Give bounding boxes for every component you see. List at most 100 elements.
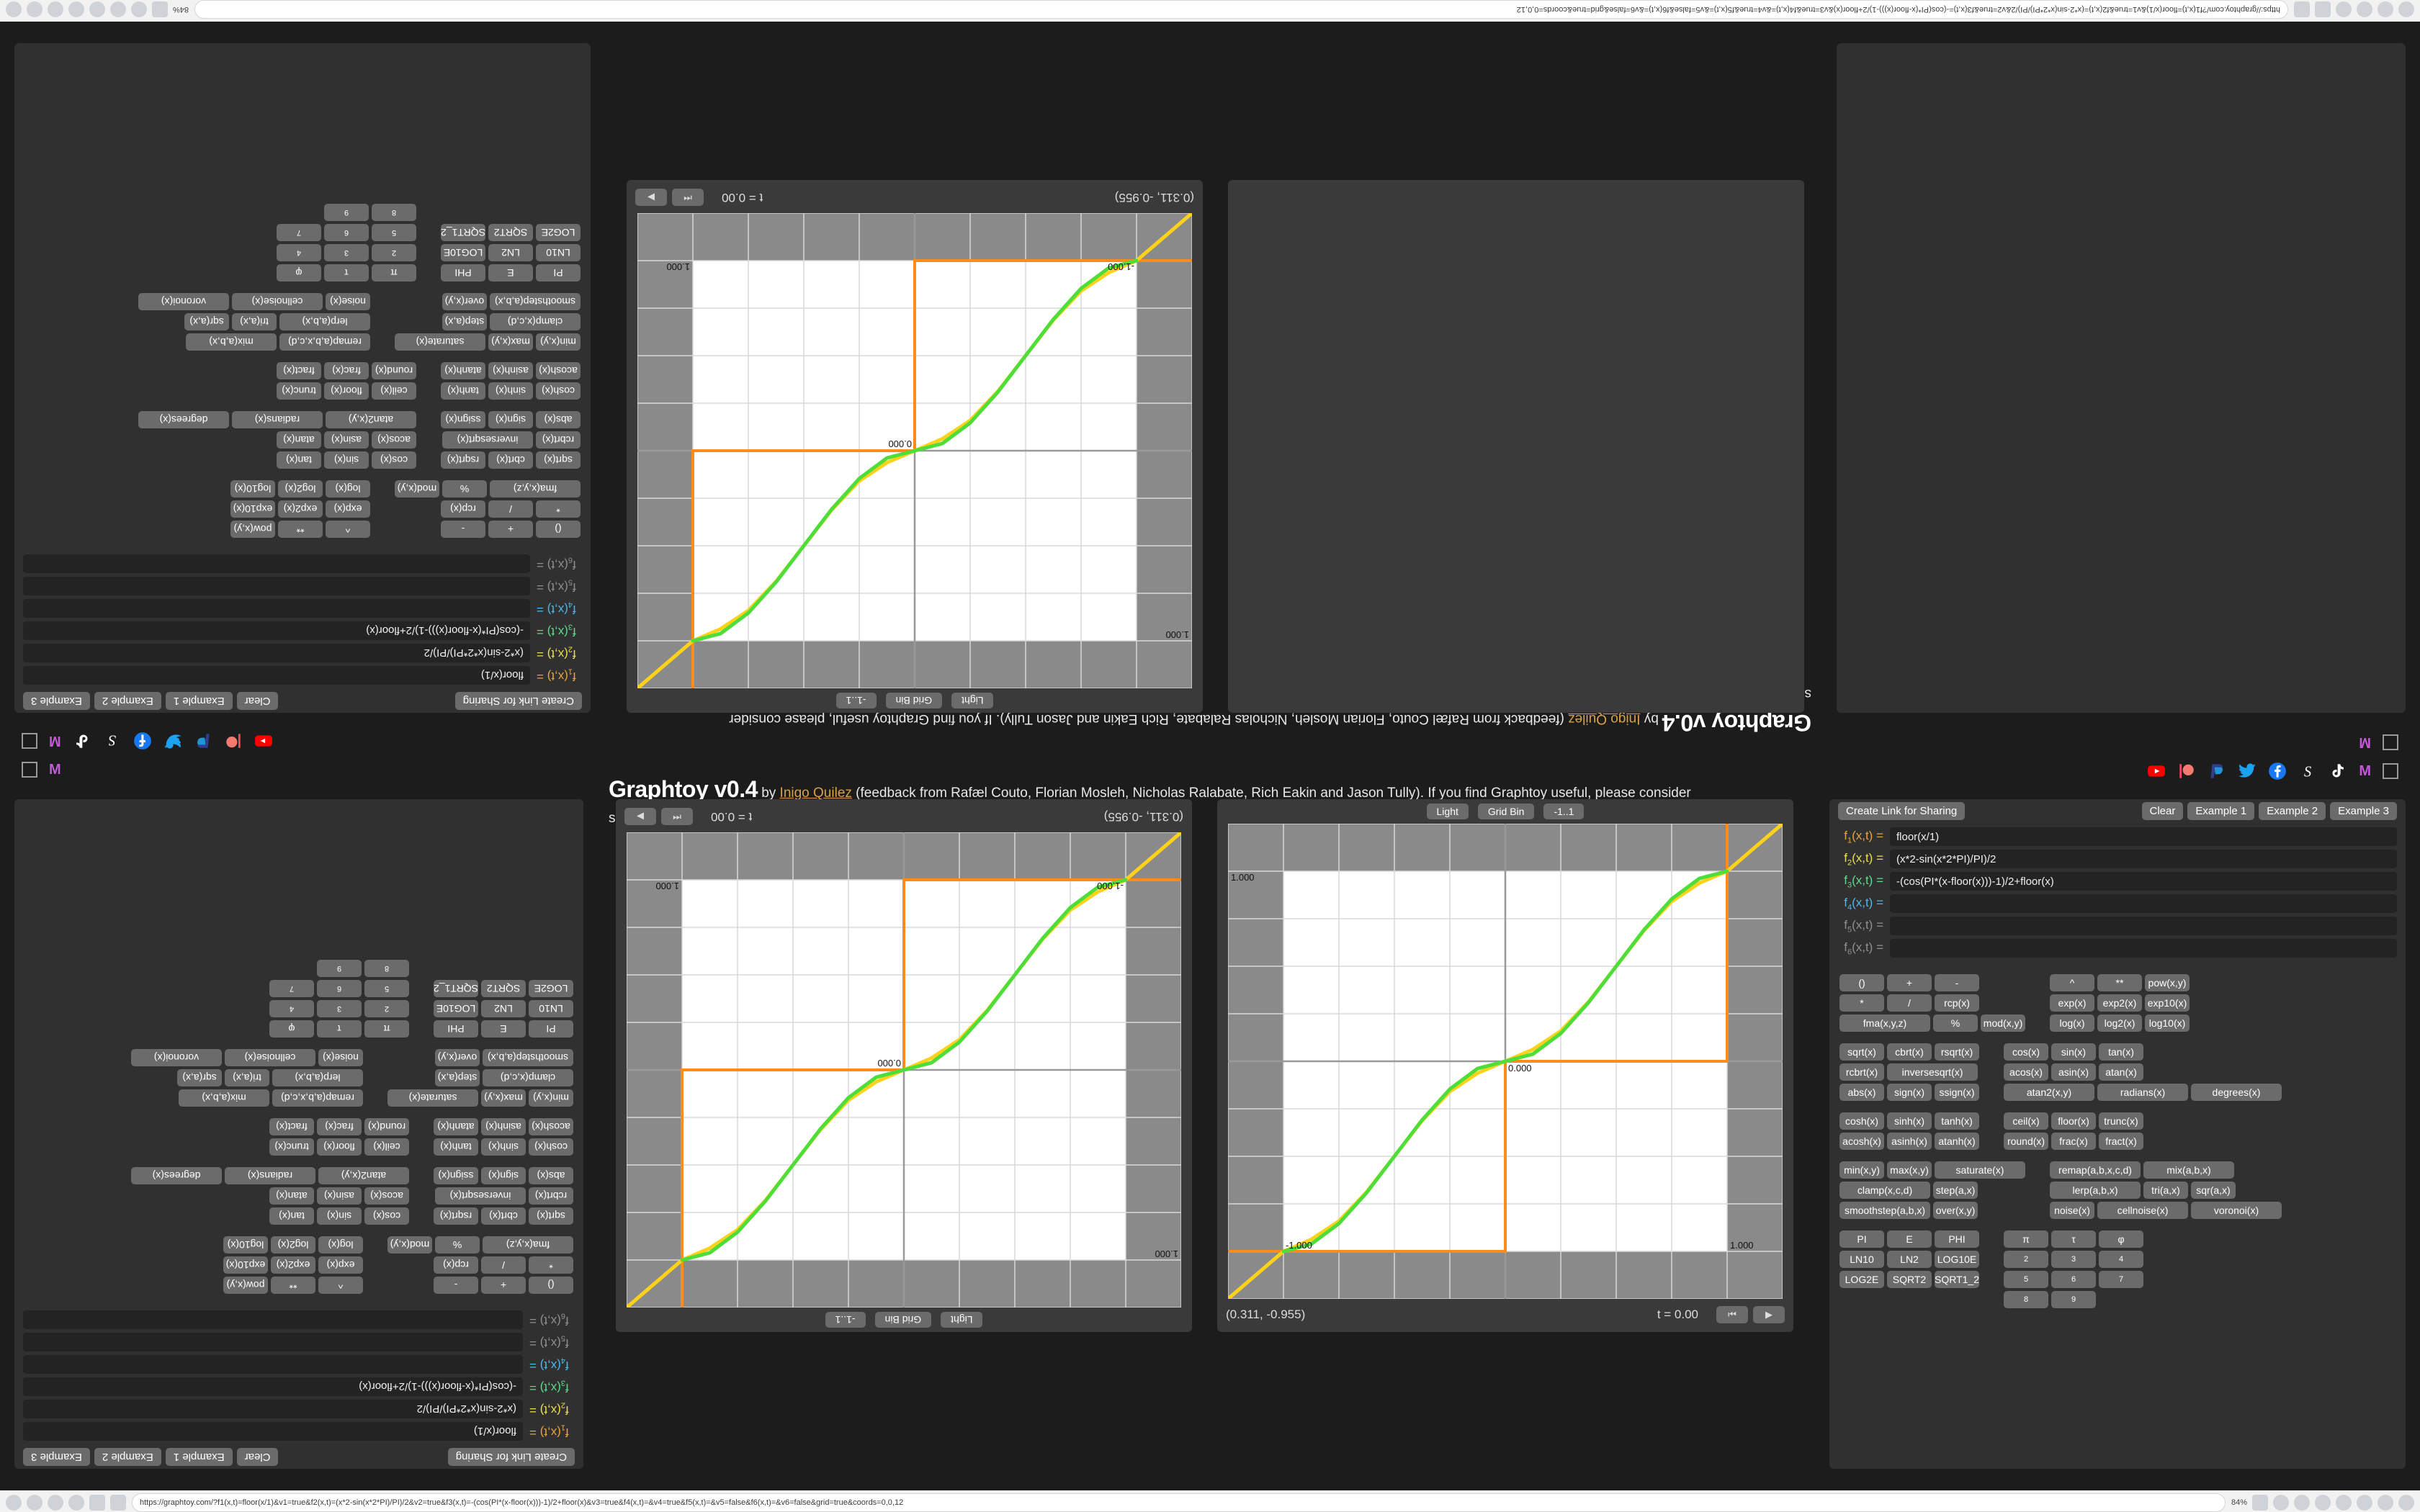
keypad-button-atanx[interactable]: atan(x): [2099, 1063, 2143, 1081]
forward-icon[interactable]: [27, 1495, 42, 1511]
browser-nav-icons[interactable]: [0, 1495, 132, 1511]
formula-row[interactable]: f6(x,t) =: [1838, 939, 2397, 958]
keypad-button-tanhx[interactable]: tanh(x): [1935, 1112, 1979, 1130]
account-icon[interactable]: [2336, 1495, 2352, 1511]
shadertoy-icon[interactable]: S: [2298, 762, 2317, 780]
keypad-button-7[interactable]: 7: [2099, 1271, 2143, 1288]
keypad-button-5[interactable]: 5: [2004, 1271, 2048, 1288]
graph-toolbar[interactable]: Light Grid Bin -1..1: [1217, 799, 1793, 824]
youtube-icon[interactable]: [2147, 762, 2166, 780]
keypad-button-coshx[interactable]: cosh(x): [1839, 1112, 1884, 1130]
keypad-button-ssignx[interactable]: ssign(x): [1935, 1084, 1979, 1101]
formula-input-f1[interactable]: [1890, 827, 2397, 846]
reader-mode-icon[interactable]: [2252, 1495, 2268, 1511]
keypad-button-phi[interactable]: PHI: [1935, 1230, 1979, 1248]
keypad-button-tanx[interactable]: tan(x): [2099, 1043, 2143, 1061]
keypad-button-ln2[interactable]: LN2: [1887, 1251, 1932, 1268]
keypad-button-mixabx[interactable]: mix(a,b,x): [2143, 1161, 2234, 1179]
keypad-button-acoshx[interactable]: acosh(x): [1839, 1133, 1884, 1150]
facebook-icon[interactable]: [2268, 762, 2287, 780]
keypad-button-roundx[interactable]: round(x): [2004, 1133, 2048, 1150]
keypad-button-rcpx[interactable]: rcp(x): [1935, 994, 1979, 1012]
keypad-button-cbrtx[interactable]: cbrt(x): [1887, 1043, 1932, 1061]
keypad-button-truncx[interactable]: trunc(x): [2099, 1112, 2143, 1130]
example-1-button[interactable]: Example 1: [2187, 802, 2255, 820]
keypad-button-fmaxyz[interactable]: fma(x,y,z): [1839, 1014, 1930, 1032]
tiktok-icon[interactable]: [2329, 762, 2347, 780]
keypad-button-[interactable]: -: [1935, 974, 1979, 991]
author-link[interactable]: Inigo Quilez: [779, 786, 852, 801]
keypad-button-log10e[interactable]: LOG10E: [1935, 1251, 1979, 1268]
keypad-button-triax[interactable]: tri(a,x): [2143, 1182, 2188, 1199]
keypad-button-overxy[interactable]: over(x,y): [1933, 1202, 1978, 1219]
keypad-button-pi[interactable]: PI: [1839, 1230, 1884, 1248]
keypad-button-voronoix[interactable]: voronoi(x): [2191, 1202, 2282, 1219]
keypad-button-[interactable]: φ: [2099, 1230, 2143, 1248]
keypad-button-sinhx[interactable]: sinh(x): [1887, 1112, 1932, 1130]
keypad-button-[interactable]: (): [1839, 974, 1884, 991]
keypad-button-[interactable]: **: [2097, 974, 2142, 991]
keypad-button-[interactable]: ^: [2050, 974, 2094, 991]
grid-toggle-button[interactable]: Grid Bin: [1477, 804, 1535, 819]
keypad-button-maxxy[interactable]: max(x,y): [1887, 1161, 1932, 1179]
keypad-button-[interactable]: %: [1933, 1014, 1978, 1032]
keypad-button-sqrtx[interactable]: sqrt(x): [1839, 1043, 1884, 1061]
bookmark-star-icon[interactable]: [2273, 1495, 2289, 1511]
keypad-button-log2x[interactable]: log2(x): [2097, 1014, 2142, 1032]
zoom-level[interactable]: 84%: [2231, 1498, 2247, 1507]
function-keypad[interactable]: () + - * / rcp(x) fma(x,y,z)% mod(x,y) ^ ** pow(x,…: [1829, 968, 2406, 1323]
home-icon[interactable]: [68, 1495, 84, 1511]
keypad-button-noisex[interactable]: noise(x): [2050, 1202, 2094, 1219]
keypad-button-sqrt2[interactable]: SQRT2: [1887, 1271, 1932, 1288]
keypad-button-sinx[interactable]: sin(x): [2051, 1043, 2096, 1061]
keypad-button-sqrt12[interactable]: SQRT1_2: [1935, 1271, 1979, 1288]
keypad-button-8[interactable]: 8: [2004, 1291, 2048, 1308]
keypad-button-cosx[interactable]: cos(x): [2004, 1043, 2048, 1061]
range-button[interactable]: -1..1: [1543, 804, 1585, 819]
keypad-button-atan2xy[interactable]: atan2(x,y): [2004, 1084, 2094, 1101]
graph-panel[interactable]: Light Grid Bin -1..1 1.000 0.000 -1.000 1.0…: [616, 799, 1192, 1332]
keypad-button-e[interactable]: E: [1887, 1230, 1932, 1248]
formula-panel[interactable]: Create Link for Sharing Clear Example 1 …: [1829, 799, 2406, 1469]
browser-action-icons[interactable]: 84%: [2226, 1495, 2420, 1511]
formula-input-f4[interactable]: [1890, 894, 2397, 913]
downloads-icon[interactable]: [2294, 1495, 2310, 1511]
formula-row[interactable]: f2(x,t) =: [1838, 850, 2397, 868]
social-links-left[interactable]: M: [22, 762, 61, 778]
formula-row[interactable]: f1(x,t) =: [1838, 827, 2397, 846]
keypad-button-ln10[interactable]: LN10: [1839, 1251, 1884, 1268]
keypad-button-absx[interactable]: abs(x): [1839, 1084, 1884, 1101]
keypad-button-modxy[interactable]: mod(x,y): [1981, 1014, 2025, 1032]
social-links-right[interactable]: S M: [2147, 762, 2398, 780]
keypad-button-[interactable]: τ: [2051, 1230, 2096, 1248]
keypad-button-[interactable]: /: [1887, 994, 1932, 1012]
clear-button[interactable]: Clear: [2141, 802, 2184, 820]
graphtoy-page-region[interactable]: M S M Graphtoy v0.4 by Inigo Quilez (fee…: [0, 0, 2420, 756]
back-icon[interactable]: [6, 1495, 22, 1511]
formula-input-f3[interactable]: [1890, 872, 2397, 891]
create-link-button[interactable]: Create Link for Sharing: [1838, 802, 1966, 820]
keypad-button-signx[interactable]: sign(x): [1887, 1084, 1932, 1101]
rewind-to-start-icon[interactable]: ⏮: [1716, 1306, 1748, 1323]
address-bar[interactable]: https://graphtoy.com/?f1(x,t)=floor(x/1)…: [132, 1493, 2226, 1512]
keypad-button-expx[interactable]: exp(x): [2050, 994, 2094, 1012]
mastodon-icon[interactable]: M: [2359, 763, 2371, 779]
play-icon[interactable]: ▶: [1753, 1306, 1785, 1323]
trash-icon[interactable]: [2378, 1495, 2393, 1511]
keypad-button-log2e[interactable]: LOG2E: [1839, 1271, 1884, 1288]
keypad-button-saturatex[interactable]: saturate(x): [1935, 1161, 2025, 1179]
keypad-button-floorx[interactable]: floor(x): [2051, 1112, 2096, 1130]
keypad-button-clampxcd[interactable]: clamp(x,c,d): [1839, 1182, 1930, 1199]
mastodon-icon[interactable]: M: [49, 762, 61, 778]
example-2-button[interactable]: Example 2: [2259, 802, 2326, 820]
keypad-button-9[interactable]: 9: [2051, 1291, 2096, 1308]
browser-toolbar[interactable]: https://graphtoy.com/?f1(x,t)=floor(x/1)…: [0, 1490, 2420, 1512]
lock-icon[interactable]: [110, 1495, 126, 1511]
keypad-button-remapabxcd[interactable]: remap(a,b,x,c,d): [2050, 1161, 2141, 1179]
keypad-button-ceilx[interactable]: ceil(x): [2004, 1112, 2048, 1130]
keypad-button-2[interactable]: 2: [2004, 1251, 2048, 1268]
formula-row[interactable]: f3(x,t) =: [1838, 872, 2397, 891]
paypal-icon[interactable]: [2208, 762, 2226, 780]
keypad-button-4[interactable]: 4: [2099, 1251, 2143, 1268]
graphtoy-app[interactable]: M S M Graphtoy v0.4 by Inigo Quilez (fee…: [0, 756, 2420, 1490]
